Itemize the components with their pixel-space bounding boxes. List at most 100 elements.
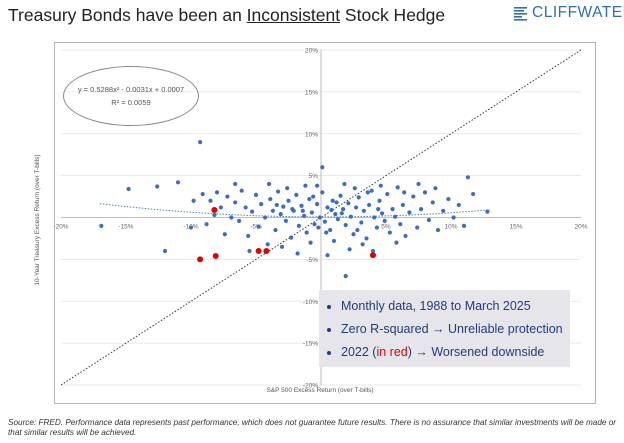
data-point xyxy=(286,198,291,203)
data-point xyxy=(281,204,286,209)
y-tick-label: -5% xyxy=(306,257,318,264)
data-point xyxy=(441,208,446,213)
data-point xyxy=(276,189,281,194)
data-point xyxy=(343,222,348,228)
data-point xyxy=(380,211,385,216)
data-point xyxy=(278,212,283,217)
data-point xyxy=(335,217,340,222)
data-point xyxy=(394,240,399,245)
data-point xyxy=(403,233,408,239)
data-point xyxy=(378,183,383,188)
data-point xyxy=(354,205,359,210)
data-point xyxy=(212,212,217,218)
data-point xyxy=(367,202,372,208)
data-point xyxy=(372,215,377,220)
data-point xyxy=(307,196,312,202)
data-point xyxy=(402,190,407,195)
data-point xyxy=(322,219,327,224)
x-tick-label: 5% xyxy=(381,224,391,231)
data-point xyxy=(243,205,248,210)
y-axis-label: 10-Year Treasury Excess Return (over T-b… xyxy=(34,154,41,286)
y-tick-label: 15% xyxy=(305,89,318,96)
data-point xyxy=(422,190,428,195)
data-point xyxy=(416,181,421,187)
data-point xyxy=(465,175,470,180)
logo-bars-icon xyxy=(514,6,527,21)
y-tick-label: 5% xyxy=(309,173,319,180)
y-tick-label: -15% xyxy=(303,341,318,348)
data-point xyxy=(320,190,325,195)
data-point xyxy=(256,224,261,229)
data-point xyxy=(328,227,333,233)
data-point xyxy=(266,181,272,187)
data-point xyxy=(377,198,382,203)
data-point xyxy=(376,207,381,212)
data-point xyxy=(299,203,304,208)
x-axis-label: S&P 500 Excess Return (over T-bills) xyxy=(266,387,374,394)
data-point xyxy=(315,202,320,207)
data-point xyxy=(385,191,390,197)
data-point xyxy=(268,196,273,202)
data-point xyxy=(316,225,321,230)
x-tick-label: -15% xyxy=(118,224,133,231)
data-point xyxy=(290,207,295,212)
data-point xyxy=(330,198,335,203)
data-point xyxy=(333,212,338,217)
data-point xyxy=(393,214,398,219)
data-point xyxy=(361,208,366,213)
data-point xyxy=(155,184,160,189)
data-point xyxy=(342,181,347,187)
data-point xyxy=(259,202,264,207)
data-point xyxy=(246,233,251,239)
data-point xyxy=(191,198,196,203)
data-point xyxy=(263,215,268,220)
cliffwater-logo: CLIFFWATER xyxy=(514,4,624,22)
data-point xyxy=(446,196,451,202)
note-monthly-data: Monthly data, 1988 to March 2025 xyxy=(341,295,562,318)
data-point xyxy=(279,244,285,249)
data-point xyxy=(374,225,379,230)
data-point xyxy=(233,181,238,187)
data-point xyxy=(343,274,348,279)
data-point xyxy=(233,200,238,205)
data-point xyxy=(395,185,400,190)
data-point xyxy=(250,209,255,214)
data-point xyxy=(415,225,420,230)
data-point xyxy=(451,215,456,220)
data-point xyxy=(99,223,104,228)
data-point xyxy=(317,215,322,220)
data-point xyxy=(348,214,353,219)
data-point-2022 xyxy=(212,253,219,260)
data-point xyxy=(382,218,387,223)
data-point xyxy=(471,191,476,197)
data-point xyxy=(461,223,467,228)
equation-label: y = 0.5288x² - 0.0031x + 0.0007 xyxy=(77,85,185,94)
key-points-box: Monthly data, 1988 to March 2025 Zero R-… xyxy=(319,290,570,367)
data-point xyxy=(356,195,361,200)
data-point xyxy=(320,165,325,170)
data-point xyxy=(456,202,461,208)
data-point xyxy=(273,227,278,233)
x-tick-label: -5% xyxy=(250,224,262,231)
source-footnote: Source: FRED. Performance data represent… xyxy=(8,418,616,437)
data-point xyxy=(296,223,301,228)
data-point xyxy=(351,232,356,237)
data-point xyxy=(430,200,435,205)
data-point xyxy=(398,222,403,227)
data-point xyxy=(294,192,299,197)
data-point xyxy=(347,247,352,252)
data-point xyxy=(329,207,334,213)
x-tick-label: -20% xyxy=(53,224,68,231)
data-point xyxy=(222,232,227,237)
data-point xyxy=(324,230,329,235)
data-point xyxy=(339,211,344,216)
data-point xyxy=(225,194,230,199)
data-point xyxy=(311,194,316,199)
data-point xyxy=(208,198,213,203)
data-point xyxy=(270,208,275,213)
data-point xyxy=(308,240,313,245)
data-point xyxy=(302,213,307,218)
data-point xyxy=(312,222,317,227)
data-point xyxy=(214,190,220,195)
